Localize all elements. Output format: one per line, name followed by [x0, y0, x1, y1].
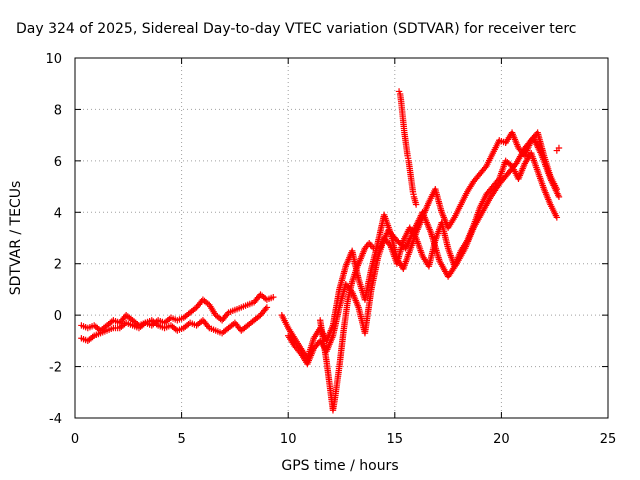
- data-point: [412, 201, 420, 208]
- data-point: [555, 193, 563, 201]
- x-tick-label: 10: [280, 432, 297, 447]
- data-point: [263, 304, 271, 311]
- y-axis-label: SDTVAR / TECUs: [8, 181, 24, 296]
- x-tick-label: 20: [493, 432, 510, 447]
- y-tick-label: 6: [54, 155, 62, 170]
- y-tick-label: 2: [54, 258, 62, 273]
- y-tick-label: 8: [54, 103, 62, 118]
- x-tick-label: 15: [387, 432, 404, 447]
- y-tick-label: -2: [49, 361, 62, 376]
- y-tick-label: 0: [54, 309, 62, 324]
- chart-title: Day 324 of 2025, Sidereal Day-to-day VTE…: [16, 21, 576, 37]
- y-tick-label: 4: [54, 206, 62, 221]
- x-tick-label: 25: [600, 432, 617, 447]
- data-points: [78, 88, 563, 414]
- grid: [75, 58, 608, 418]
- x-tick-label: 5: [177, 432, 185, 447]
- data-point: [555, 144, 563, 152]
- x-tick-label: 0: [71, 432, 79, 447]
- plot-frame: [74, 57, 609, 419]
- data-point: [270, 293, 277, 301]
- data-point: [370, 245, 377, 252]
- axis-ticks: 0 5 10 15 20 25 -4 -2 0 2 4 6 8 10: [45, 52, 616, 447]
- y-tick-label: -4: [49, 412, 62, 427]
- y-tick-label: 10: [45, 52, 62, 67]
- x-axis-label: GPS time / hours: [281, 458, 398, 474]
- data-point: [553, 214, 561, 221]
